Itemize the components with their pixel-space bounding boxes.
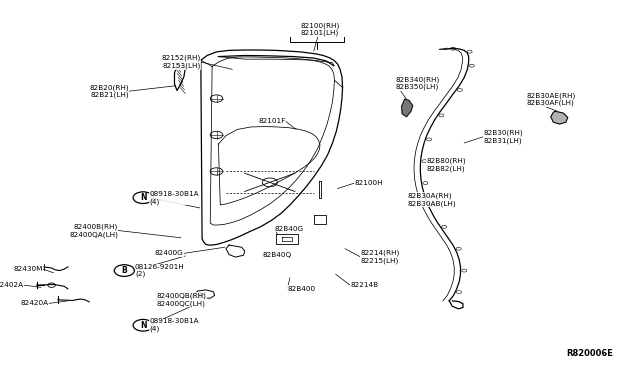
Text: 82B30A(RH)
82B30AB(LH): 82B30A(RH) 82B30AB(LH) xyxy=(408,193,456,207)
Text: 82B40G: 82B40G xyxy=(275,226,304,232)
Text: 82100H: 82100H xyxy=(355,180,383,186)
Text: 82100(RH)
82101(LH): 82100(RH) 82101(LH) xyxy=(300,22,340,36)
Text: N: N xyxy=(140,321,147,330)
Text: 82B400: 82B400 xyxy=(287,286,316,292)
Text: 82420A: 82420A xyxy=(21,300,49,307)
Text: 82214B: 82214B xyxy=(350,282,378,288)
Text: 82152(RH)
82153(LH): 82152(RH) 82153(LH) xyxy=(161,55,201,69)
Circle shape xyxy=(198,293,204,296)
Text: 82B40Q: 82B40Q xyxy=(262,251,291,257)
Text: 82400B(RH)
82400QA(LH): 82400B(RH) 82400QA(LH) xyxy=(69,223,118,238)
Text: 82B30(RH)
82B31(LH): 82B30(RH) 82B31(LH) xyxy=(483,130,523,144)
Text: 08918-30B1A
(4): 08918-30B1A (4) xyxy=(149,191,199,205)
Text: 82400G: 82400G xyxy=(154,250,183,256)
Text: 82B20(RH)
82B21(LH): 82B20(RH) 82B21(LH) xyxy=(89,84,129,98)
Text: 08126-9201H
(2): 08126-9201H (2) xyxy=(135,264,185,278)
Text: 82B30AE(RH)
82B30AF(LH): 82B30AE(RH) 82B30AF(LH) xyxy=(527,92,576,106)
Text: 82B80(RH)
82B82(LH): 82B80(RH) 82B82(LH) xyxy=(427,158,467,172)
Text: 82400QB(RH)
82400QC(LH): 82400QB(RH) 82400QC(LH) xyxy=(157,293,207,307)
Text: 82430M: 82430M xyxy=(13,266,43,272)
Text: B: B xyxy=(122,266,127,275)
Text: 82214(RH)
82215(LH): 82214(RH) 82215(LH) xyxy=(361,250,400,264)
Text: 82402A: 82402A xyxy=(0,282,24,288)
Text: 08918-30B1A
(4): 08918-30B1A (4) xyxy=(149,318,199,332)
Text: R820006E: R820006E xyxy=(566,349,614,358)
Text: N: N xyxy=(140,193,147,202)
Polygon shape xyxy=(551,111,568,124)
Text: 82101F: 82101F xyxy=(259,118,285,124)
Text: 82B340(RH)
82B350(LH): 82B340(RH) 82B350(LH) xyxy=(396,76,440,90)
Polygon shape xyxy=(401,99,413,117)
